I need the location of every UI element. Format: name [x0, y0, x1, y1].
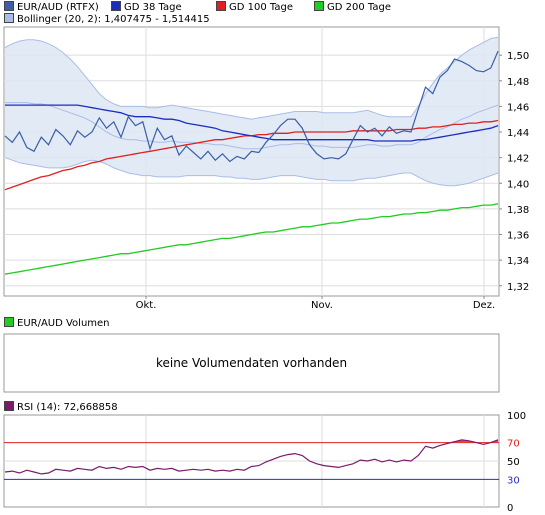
- price-x-axis: Okt. Nov. Dez.: [136, 296, 495, 311]
- y-tick-label: 1,32: [507, 282, 529, 293]
- y-tick-label: 1,42: [507, 154, 529, 165]
- rsi-y-tick-label: 70: [507, 439, 520, 450]
- price-y-axis: 1,32 1,34 1,36 1,38 1,40 1,42 1,44 1,46 1,48 1,50: [499, 51, 529, 293]
- gd38-line: [5, 104, 499, 142]
- x-tick-label: Nov.: [311, 300, 333, 311]
- y-tick-label: 1,36: [507, 231, 529, 242]
- y-tick-label: 1,34: [507, 256, 529, 267]
- rsi-lines: [4, 439, 499, 475]
- legend-item-gd38: GD 38 Tage: [111, 1, 182, 14]
- legend-swatch: [4, 317, 14, 327]
- bollinger-upper-line: [4, 36, 499, 120]
- y-tick-label: 1,40: [507, 179, 529, 190]
- legend-swatch: [314, 1, 324, 11]
- legend-item-gd100: GD 100 Tage: [216, 1, 293, 14]
- volume-legend: EUR/AUD Volumen: [4, 317, 110, 330]
- rsi-line: [4, 439, 499, 475]
- gd200-line: [4, 203, 499, 275]
- y-tick-label: 1,50: [507, 51, 529, 62]
- y-tick-label: 1,44: [507, 128, 529, 139]
- bollinger-bands: [4, 36, 499, 187]
- legend-swatch: [216, 1, 226, 11]
- price-lines: [4, 51, 499, 275]
- legend-swatch: [4, 13, 14, 23]
- legend-label: GD 200 Tage: [327, 2, 391, 13]
- legend-label: GD 38 Tage: [124, 2, 182, 13]
- rsi-y-tick-label: 0: [507, 503, 513, 514]
- rsi-y-axis: 0 30 50 70 100: [507, 411, 526, 514]
- x-tick-label: Okt.: [136, 300, 157, 311]
- bollinger-lower-line: [4, 157, 499, 187]
- bollinger-mid-line: [5, 102, 499, 150]
- main-legend: EUR/AUD (RTFX) GD 38 Tage GD 100 Tage GD…: [4, 1, 524, 27]
- x-tick-label: Dez.: [473, 300, 495, 311]
- rsi-y-tick-label: 50: [507, 457, 520, 468]
- rsi-legend: RSI (14): 72,668858: [4, 401, 118, 414]
- legend-item-price: EUR/AUD (RTFX): [4, 1, 99, 14]
- legend-swatch: [4, 1, 14, 11]
- legend-label: EUR/AUD Volumen: [17, 318, 110, 329]
- legend-item-bollinger: Bollinger (20, 2): 1,407475 - 1,514415: [4, 13, 210, 26]
- volume-panel-frame: [3, 333, 500, 393]
- legend-item-gd200: GD 200 Tage: [314, 1, 391, 14]
- rsi-panel: 0 30 50 70 100: [3, 411, 526, 514]
- price-line: [4, 51, 499, 163]
- y-tick-label: 1,46: [507, 102, 529, 113]
- legend-swatch: [111, 1, 121, 11]
- rsi-grid: [4, 415, 499, 507]
- y-tick-label: 1,48: [507, 77, 529, 88]
- y-tick-label: 1,38: [507, 205, 529, 216]
- legend-swatch: [4, 401, 14, 411]
- price-panel: 1,32 1,34 1,36 1,38 1,40 1,42 1,44 1,46 1,48 1,50…: [3, 26, 529, 311]
- rsi-y-tick-label: 100: [507, 411, 526, 422]
- rsi-y-tick-label: 30: [507, 475, 520, 486]
- legend-label: EUR/AUD (RTFX): [17, 2, 99, 13]
- legend-label: Bollinger (20, 2): 1,407475 - 1,514415: [17, 14, 210, 25]
- no-volume-message: keine Volumendaten vorhanden: [155, 356, 348, 370]
- legend-label: GD 100 Tage: [229, 2, 293, 13]
- bollinger-band-fill: [5, 37, 498, 186]
- legend-label: RSI (14): 72,668858: [17, 402, 118, 413]
